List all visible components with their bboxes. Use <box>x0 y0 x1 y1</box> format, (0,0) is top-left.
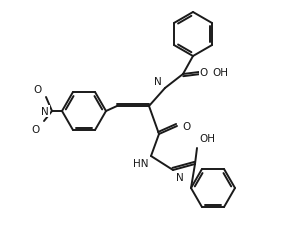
Text: N: N <box>176 172 184 182</box>
Text: N: N <box>41 106 49 116</box>
Text: O: O <box>182 121 190 131</box>
Text: N: N <box>154 77 162 87</box>
Text: O: O <box>34 85 42 95</box>
Text: O: O <box>200 68 208 78</box>
Text: O: O <box>32 124 40 134</box>
Text: OH: OH <box>212 68 228 78</box>
Text: OH: OH <box>199 133 215 143</box>
Text: HN: HN <box>133 158 149 168</box>
